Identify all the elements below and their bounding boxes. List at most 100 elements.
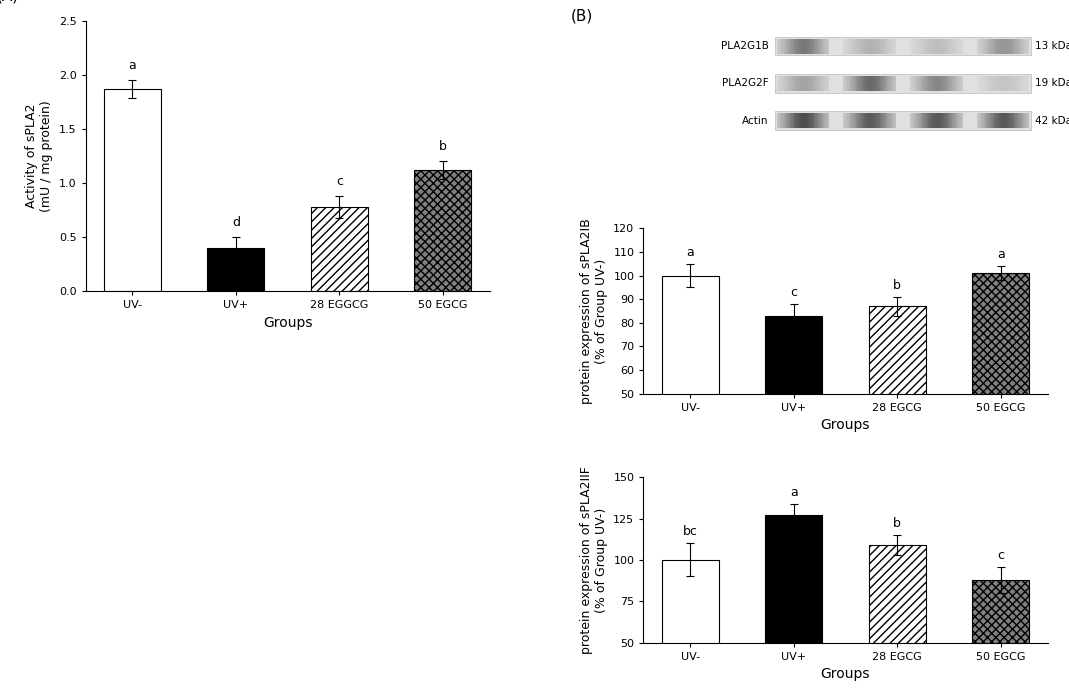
Bar bbox=[808, 39, 810, 54]
Bar bbox=[865, 76, 866, 91]
Bar bbox=[945, 39, 947, 54]
Bar bbox=[877, 39, 879, 54]
Bar bbox=[662, 560, 718, 691]
Bar bbox=[870, 76, 871, 91]
Bar bbox=[950, 39, 952, 54]
Bar bbox=[806, 113, 808, 128]
Bar bbox=[778, 113, 780, 128]
Bar bbox=[791, 113, 792, 128]
Bar bbox=[827, 39, 830, 54]
Text: a: a bbox=[997, 248, 1005, 261]
Bar bbox=[1013, 76, 1016, 91]
Bar bbox=[991, 113, 993, 128]
Bar bbox=[800, 39, 802, 54]
Y-axis label: protein expression of sPLA2IIF
(% of Group UV-): protein expression of sPLA2IIF (% of Gro… bbox=[579, 466, 607, 654]
Bar bbox=[856, 39, 857, 54]
Bar bbox=[994, 113, 996, 128]
Bar bbox=[887, 113, 889, 128]
Bar bbox=[794, 76, 796, 91]
Bar bbox=[977, 113, 978, 128]
Bar bbox=[950, 113, 952, 128]
Bar bbox=[789, 39, 791, 54]
Bar bbox=[861, 113, 863, 128]
Bar bbox=[940, 76, 942, 91]
Bar bbox=[814, 113, 816, 128]
Bar bbox=[794, 39, 796, 54]
Bar bbox=[982, 76, 983, 91]
Bar bbox=[973, 580, 1029, 691]
Bar bbox=[889, 76, 890, 91]
Bar bbox=[940, 113, 942, 128]
Bar bbox=[993, 76, 994, 91]
Bar bbox=[859, 76, 861, 91]
Bar bbox=[919, 76, 920, 91]
Bar bbox=[1005, 39, 1007, 54]
Bar bbox=[931, 76, 933, 91]
Bar bbox=[991, 76, 993, 91]
Bar bbox=[1013, 113, 1016, 128]
Bar bbox=[885, 39, 887, 54]
Bar bbox=[915, 113, 917, 128]
Bar bbox=[821, 39, 822, 54]
Bar bbox=[877, 76, 879, 91]
Bar bbox=[777, 39, 778, 54]
Bar bbox=[789, 76, 791, 91]
Bar bbox=[919, 113, 920, 128]
Bar bbox=[869, 306, 926, 512]
Bar bbox=[866, 39, 868, 54]
Bar bbox=[986, 113, 988, 128]
Bar bbox=[1010, 113, 1012, 128]
Bar bbox=[884, 39, 885, 54]
Bar bbox=[948, 113, 950, 128]
Bar bbox=[811, 39, 814, 54]
Bar bbox=[1008, 76, 1010, 91]
Bar bbox=[810, 76, 811, 91]
Bar bbox=[796, 39, 797, 54]
Bar bbox=[871, 113, 873, 128]
Text: a: a bbox=[686, 246, 694, 258]
Bar bbox=[1026, 39, 1027, 54]
Bar bbox=[997, 76, 1000, 91]
Bar bbox=[791, 76, 792, 91]
Bar bbox=[942, 76, 944, 91]
Bar bbox=[919, 39, 920, 54]
X-axis label: Groups: Groups bbox=[263, 316, 312, 330]
Bar bbox=[775, 74, 1032, 93]
Bar bbox=[917, 76, 919, 91]
Bar bbox=[983, 76, 986, 91]
Bar bbox=[983, 39, 986, 54]
Bar bbox=[857, 113, 859, 128]
Bar bbox=[817, 113, 819, 128]
Bar bbox=[956, 76, 958, 91]
Bar bbox=[958, 76, 959, 91]
Bar bbox=[1000, 113, 1002, 128]
Text: c: c bbox=[336, 175, 343, 188]
Bar bbox=[1000, 76, 1002, 91]
Bar bbox=[996, 39, 997, 54]
Bar bbox=[887, 76, 889, 91]
Text: c: c bbox=[790, 286, 797, 299]
Bar bbox=[879, 76, 880, 91]
Bar bbox=[928, 76, 929, 91]
Bar bbox=[931, 39, 933, 54]
Bar bbox=[811, 113, 814, 128]
Bar bbox=[889, 39, 890, 54]
Bar bbox=[787, 39, 789, 54]
Bar bbox=[822, 113, 824, 128]
Bar bbox=[917, 113, 919, 128]
Bar bbox=[882, 113, 884, 128]
Bar bbox=[956, 39, 958, 54]
Bar bbox=[1008, 39, 1010, 54]
Bar bbox=[808, 113, 810, 128]
Bar bbox=[797, 113, 800, 128]
Bar bbox=[890, 39, 893, 54]
Bar bbox=[775, 111, 1032, 130]
Bar bbox=[805, 76, 806, 91]
Bar bbox=[814, 39, 816, 54]
Bar bbox=[1003, 113, 1005, 128]
Bar bbox=[800, 113, 802, 128]
Bar bbox=[876, 39, 877, 54]
Bar bbox=[996, 76, 997, 91]
Bar bbox=[895, 39, 896, 54]
Bar bbox=[944, 39, 945, 54]
